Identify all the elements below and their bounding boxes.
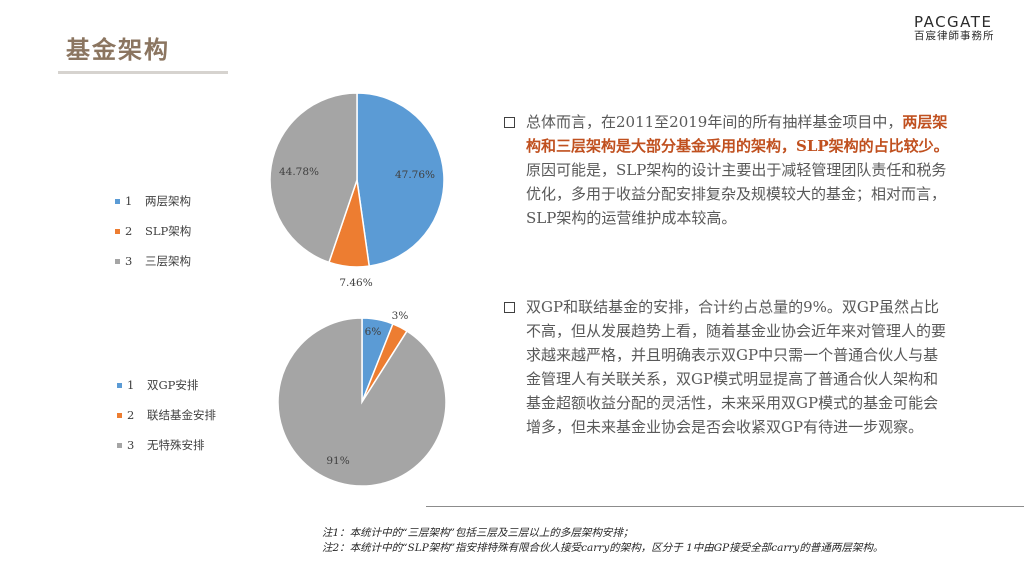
- square-bullet-icon: [504, 117, 515, 128]
- pie-data-label-1: 47.76%: [395, 169, 435, 181]
- legend-number: 1: [127, 378, 135, 392]
- bullet-structure-summary: 总体而言，在2011至2019年间的所有抽样基金项目中，两层架构和三层架构是大部…: [500, 110, 950, 230]
- page-title: 基金架构: [66, 36, 170, 64]
- legend-item-2: 2 SLP架构: [115, 223, 191, 239]
- pie-slice-3: [269, 92, 358, 264]
- pie-slice-3: [277, 317, 447, 487]
- legend-item-1: 1 双GP安排: [117, 377, 198, 393]
- legend-swatch: [117, 442, 122, 448]
- logo-subtitle: 百宸律師事務所: [914, 30, 995, 42]
- bullet-text-highlight: 两层架构和三层架构是大部分基金采用的架构，SLP架构的占比较少。: [526, 113, 949, 155]
- legend-number: 1: [125, 194, 133, 208]
- legend-label: 两层架构: [145, 194, 191, 208]
- legend-swatch: [115, 258, 120, 264]
- legend-label: 无特殊安排: [147, 438, 205, 452]
- bullet-text-reason: 原因可能是，SLP架构的设计主要出于减轻管理团队责任和税务优化，多用于收益分配安…: [526, 161, 947, 227]
- pie-data-label-2: 7.46%: [339, 277, 372, 289]
- bullet-text-intro: 总体而言，在2011至2019年间的所有抽样基金项目中，: [526, 113, 903, 131]
- legend-structure: 1 两层架构 2 SLP架构 3 三层架构: [115, 193, 235, 273]
- legend-swatch: [117, 412, 122, 418]
- pie-chart-structure: 47.76% 7.46% 44.78%: [269, 92, 445, 289]
- notes-divider: [426, 506, 1024, 507]
- legend-gp-arrangement: 1 双GP安排 2 联结基金安排 3 无特殊安排: [117, 377, 237, 457]
- pie-slice-1: [356, 92, 445, 267]
- legend-item-3: 3 无特殊安排: [117, 437, 205, 453]
- pie-data-label-3: 91%: [326, 455, 349, 467]
- legend-number: 2: [127, 408, 135, 422]
- footnote-2: 注2：本统计中的“SLP架构”指安排特殊有限合伙人接受carry的架构，区分于 …: [322, 542, 884, 554]
- pie-data-label-2: 3%: [392, 310, 409, 322]
- legend-label: 双GP安排: [147, 378, 199, 392]
- square-bullet-icon: [504, 302, 515, 313]
- footnote-1: 注1：本统计中的“三层架构”包括三层及三层以上的多层架构安排；: [322, 527, 634, 539]
- pie-data-label-1: 6%: [365, 326, 382, 338]
- bullet-text-dual-gp: 双GP和联结基金的安排，合计约占总量的9%。双GP虽然占比不高，但从发展趋势上看…: [526, 298, 947, 436]
- pie-data-label-3: 44.78%: [279, 166, 319, 178]
- legend-swatch: [115, 228, 120, 234]
- title-underline: [58, 71, 228, 74]
- legend-item-2: 2 联结基金安排: [117, 407, 216, 423]
- legend-swatch: [115, 198, 120, 204]
- legend-label: 联结基金安排: [147, 408, 216, 422]
- legend-number: 3: [125, 254, 133, 268]
- legend-number: 3: [127, 438, 135, 452]
- legend-item-1: 1 两层架构: [115, 193, 191, 209]
- logo-wordmark: PACGATE: [914, 13, 993, 31]
- bullet-dual-gp: 双GP和联结基金的安排，合计约占总量的9%。双GP虽然占比不高，但从发展趋势上看…: [500, 295, 950, 439]
- legend-swatch: [117, 382, 122, 388]
- legend-label: SLP架构: [145, 224, 192, 238]
- company-logo: PACGATE 百宸律師事務所: [914, 14, 1006, 43]
- pie-chart-gp-arrangement: 6% 3% 91%: [277, 310, 447, 487]
- legend-number: 2: [125, 224, 133, 238]
- legend-item-3: 3 三层架构: [115, 253, 191, 269]
- footnotes: 注1：本统计中的“三层架构”包括三层及三层以上的多层架构安排； 注2：本统计中的…: [322, 526, 1022, 556]
- legend-label: 三层架构: [145, 254, 191, 268]
